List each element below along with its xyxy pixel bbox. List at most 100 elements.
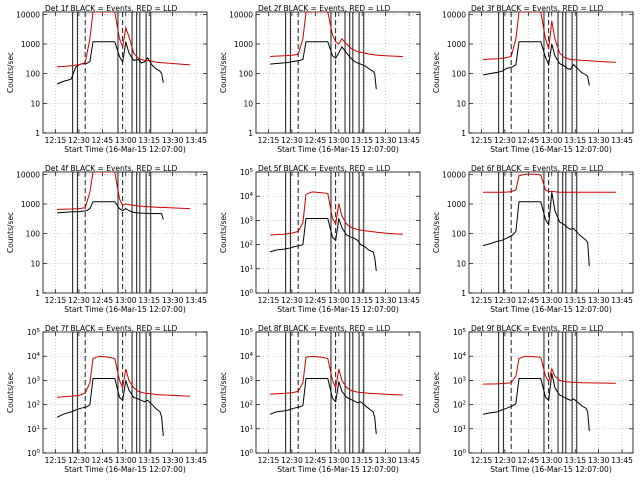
events-series xyxy=(482,192,590,267)
panel-det-6: Det 6f BLACK = Events, RED = LLD Counts/s… xyxy=(432,164,634,314)
lld-series xyxy=(483,355,616,385)
x-tick-label: 12:45 xyxy=(305,456,327,465)
x-tick-label: 13:45 xyxy=(398,296,420,305)
lld-series xyxy=(483,12,616,63)
y-tick-label: 101 xyxy=(453,425,466,434)
y-tick-label: 1 xyxy=(35,289,40,298)
lld-series xyxy=(57,172,190,210)
x-tick-label: 13:00 xyxy=(328,136,350,145)
x-tick-label: 12:45 xyxy=(305,296,327,305)
y-tick-label: 1000 xyxy=(447,200,466,209)
x-tick-label: 12:15 xyxy=(258,456,280,465)
x-tick-label: 12:15 xyxy=(471,456,493,465)
panel-title: Det 1f BLACK = Events, RED = LLD xyxy=(45,4,178,13)
panel-det-8: Det 8f BLACK = Events, RED = LLD Counts/s… xyxy=(219,324,421,474)
panel-det-3: Det 3f BLACK = Events, RED = LLD Counts/s… xyxy=(432,4,634,154)
y-tick-label: 101 xyxy=(27,425,40,434)
panel-title: Det 5f BLACK = Events, RED = LLD xyxy=(258,164,391,173)
y-tick-label: 10000 xyxy=(229,10,253,19)
y-tick-label: 10 xyxy=(30,99,40,108)
y-tick-label: 102 xyxy=(27,401,40,410)
x-tick-label: 13:30 xyxy=(375,456,397,465)
x-tick-label: 12:30 xyxy=(281,456,303,465)
y-tick-label: 10000 xyxy=(442,170,466,179)
y-axis-label: Counts/sec xyxy=(432,372,441,413)
x-tick-label: 13:15 xyxy=(564,456,586,465)
events-series xyxy=(56,378,164,437)
x-tick-label: 13:15 xyxy=(351,136,373,145)
panel-title: Det 3f BLACK = Events, RED = LLD xyxy=(471,4,604,13)
x-tick-label: 13:30 xyxy=(162,296,184,305)
x-tick-label: 13:30 xyxy=(162,136,184,145)
y-tick-label: 100 xyxy=(239,70,254,79)
x-tick-label: 12:45 xyxy=(92,456,114,465)
panel-title: Det 9f BLACK = Events, RED = LLD xyxy=(471,324,604,333)
x-axis-label: Start Time (16-Mar-15 12:07:00) xyxy=(277,145,399,154)
panel-det-9: Det 9f BLACK = Events, RED = LLD Counts/s… xyxy=(432,324,634,474)
y-tick-label: 102 xyxy=(240,401,253,410)
y-tick-label: 101 xyxy=(240,425,253,434)
lld-series xyxy=(270,12,403,57)
x-tick-label: 12:45 xyxy=(92,296,114,305)
x-tick-label: 13:30 xyxy=(375,136,397,145)
events-series xyxy=(57,201,164,220)
plot-frame xyxy=(255,11,421,134)
y-tick-label: 104 xyxy=(240,352,254,361)
x-axis-label: Start Time (16-Mar-15 12:07:00) xyxy=(64,145,186,154)
y-tick-label: 10000 xyxy=(16,10,40,19)
y-tick-label: 104 xyxy=(453,352,467,361)
panel-det-1: Det 1f BLACK = Events, RED = LLD Counts/s… xyxy=(6,4,208,154)
y-tick-label: 1000 xyxy=(234,40,253,49)
x-axis-label: Start Time (16-Mar-15 12:07:00) xyxy=(277,305,399,314)
y-tick-label: 100 xyxy=(452,230,467,239)
y-tick-label: 103 xyxy=(240,216,254,225)
x-tick-label: 13:00 xyxy=(541,136,563,145)
x-axis-label: Start Time (16-Mar-15 12:07:00) xyxy=(64,465,186,474)
lld-series xyxy=(57,355,190,398)
lld-series xyxy=(483,173,616,193)
x-tick-label: 13:45 xyxy=(185,136,207,145)
y-tick-label: 100 xyxy=(26,230,41,239)
x-tick-label: 12:30 xyxy=(281,296,303,305)
events-series xyxy=(269,378,377,435)
x-axis-label: Start Time (16-Mar-15 12:07:00) xyxy=(490,465,612,474)
x-tick-label: 12:15 xyxy=(45,136,67,145)
x-tick-label: 13:15 xyxy=(138,296,160,305)
y-tick-label: 102 xyxy=(453,401,466,410)
y-tick-label: 100 xyxy=(452,70,467,79)
x-tick-label: 13:45 xyxy=(611,456,633,465)
lld-series xyxy=(270,191,403,236)
x-tick-label: 12:15 xyxy=(45,296,67,305)
y-tick-label: 1000 xyxy=(21,200,40,209)
plot-frame xyxy=(468,331,634,454)
y-tick-label: 103 xyxy=(453,376,467,385)
x-axis-label: Start Time (16-Mar-15 12:07:00) xyxy=(64,305,186,314)
y-tick-label: 105 xyxy=(240,168,254,177)
y-tick-label: 104 xyxy=(27,352,41,361)
y-tick-label: 1 xyxy=(248,129,253,138)
y-axis-label: Counts/sec xyxy=(219,372,228,413)
y-tick-label: 10 xyxy=(456,99,466,108)
x-tick-label: 12:30 xyxy=(494,136,516,145)
panel-det-5: Det 5f BLACK = Events, RED = LLD Counts/s… xyxy=(219,164,421,314)
events-series xyxy=(269,218,377,272)
x-tick-label: 12:30 xyxy=(281,136,303,145)
x-tick-label: 12:45 xyxy=(92,136,114,145)
y-tick-label: 101 xyxy=(240,265,253,274)
y-tick-label: 100 xyxy=(240,449,254,458)
x-tick-label: 13:45 xyxy=(611,296,633,305)
panel-det-7: Det 7f BLACK = Events, RED = LLD Counts/s… xyxy=(6,324,208,474)
x-tick-label: 12:45 xyxy=(518,456,540,465)
y-tick-label: 105 xyxy=(240,328,254,337)
x-tick-label: 13:00 xyxy=(541,456,563,465)
panel-det-4: Det 4f BLACK = Events, RED = LLD Counts/s… xyxy=(6,164,208,314)
x-tick-label: 13:00 xyxy=(541,296,563,305)
plot-frame xyxy=(255,331,421,454)
x-tick-label: 13:15 xyxy=(138,456,160,465)
x-tick-label: 13:15 xyxy=(564,136,586,145)
x-tick-label: 12:30 xyxy=(68,136,90,145)
y-axis-label: Counts/sec xyxy=(219,52,228,93)
x-tick-label: 12:15 xyxy=(471,136,493,145)
y-tick-label: 105 xyxy=(27,328,41,337)
